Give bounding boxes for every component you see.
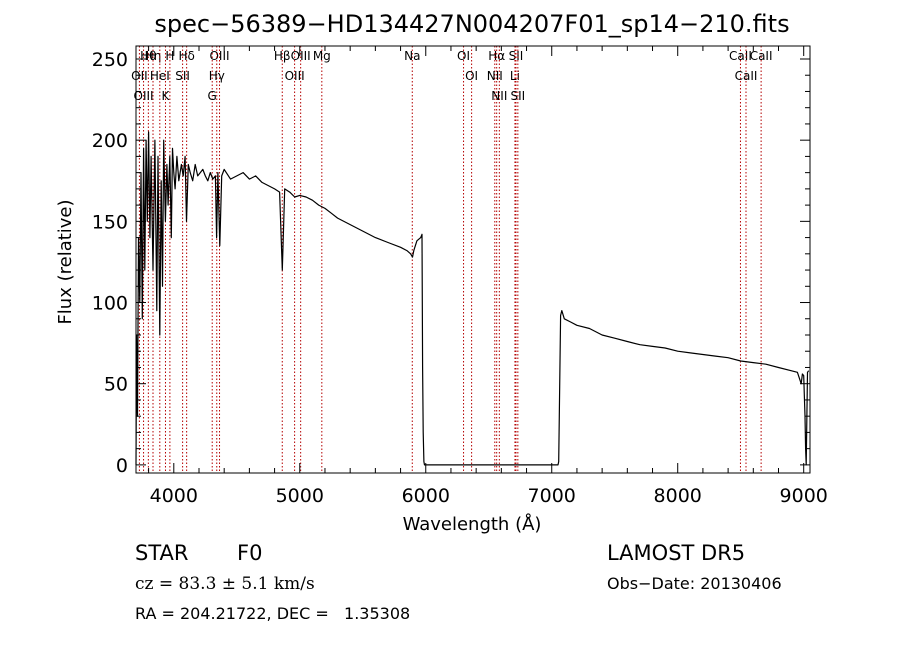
spectral-line-label: Li bbox=[510, 69, 520, 83]
plot-frame bbox=[135, 45, 811, 474]
spectral-line-label: H bbox=[165, 49, 174, 63]
spectral-line-label: HeI bbox=[150, 69, 170, 83]
x-tick-label: 7000 bbox=[528, 485, 576, 507]
x-tick-label: 8000 bbox=[654, 485, 702, 507]
spectral-line-label: OI bbox=[457, 49, 470, 63]
spectral-line-label: CaII bbox=[750, 49, 773, 63]
spectral-line-label: Na bbox=[404, 49, 420, 63]
spectral-line-label: Hβ bbox=[274, 49, 291, 63]
spectral-line-label: CaII bbox=[735, 69, 758, 83]
spectral-line-label: OII bbox=[131, 69, 148, 83]
spectral-line-label: OIII bbox=[291, 49, 311, 63]
plot-area bbox=[135, 131, 810, 466]
y-tick-label: 250 bbox=[92, 49, 128, 71]
obs-date: Obs−Date: 20130406 bbox=[607, 574, 782, 593]
spectral-line-label: OIII bbox=[134, 89, 154, 103]
y-tick-label: 0 bbox=[116, 455, 128, 477]
chart-title: spec−56389−HD134427N004207F01_sp14−210.f… bbox=[154, 10, 789, 38]
spectral-line-label: Hη bbox=[145, 49, 162, 63]
spectral-line-label: SII bbox=[509, 49, 524, 63]
spectral-line-label: Mg bbox=[313, 49, 331, 63]
x-tick-label: 4000 bbox=[150, 485, 198, 507]
spectral-line-label: Hθ bbox=[140, 49, 156, 63]
y-tick-label: 100 bbox=[92, 293, 128, 315]
spectral-line-label: Hα bbox=[488, 49, 505, 63]
y-tick-label: 200 bbox=[92, 130, 128, 152]
spectral-line-label: G bbox=[208, 89, 217, 103]
spectral-line-label: Hγ bbox=[209, 69, 225, 83]
spectral-line-label: SII bbox=[175, 69, 190, 83]
x-tick-label: 5000 bbox=[276, 485, 324, 507]
spectral-line-label: Hδ bbox=[178, 49, 194, 63]
x-tick-label: 9000 bbox=[780, 485, 828, 507]
axis-ticks: 4000 5000 6000 7000 8000 9000 0 50 100 150 200 250 bbox=[92, 46, 828, 507]
spectrum-series-line bbox=[135, 131, 810, 466]
y-tick-label: 50 bbox=[104, 374, 128, 396]
spectral-line-label: CaII bbox=[729, 49, 752, 63]
redshift-cz: cz = 83.3 ± 5.1 km/s bbox=[135, 574, 315, 594]
y-tick-label: 150 bbox=[92, 211, 128, 233]
spectral-line-label: K bbox=[162, 89, 171, 103]
object-class: STAR bbox=[135, 541, 188, 565]
x-axis-label: Wavelength (Å) bbox=[403, 513, 542, 535]
spectral-line-label: NII bbox=[491, 89, 507, 103]
x-tick-label: 6000 bbox=[402, 485, 450, 507]
spectral-line-label: NII bbox=[487, 69, 503, 83]
coordinates: RA = 204.21722, DEC = 1.35308 bbox=[135, 604, 410, 623]
spectral-line-label: OIII bbox=[209, 49, 229, 63]
y-axis-label: Flux (relative) bbox=[55, 199, 76, 324]
spectral-line-label: OI bbox=[465, 69, 478, 83]
spectral-line-label: SII bbox=[510, 89, 525, 103]
spectral-line-label: OIII bbox=[285, 69, 305, 83]
survey-name: LAMOST DR5 bbox=[607, 541, 745, 565]
subclass: F0 bbox=[237, 541, 262, 565]
